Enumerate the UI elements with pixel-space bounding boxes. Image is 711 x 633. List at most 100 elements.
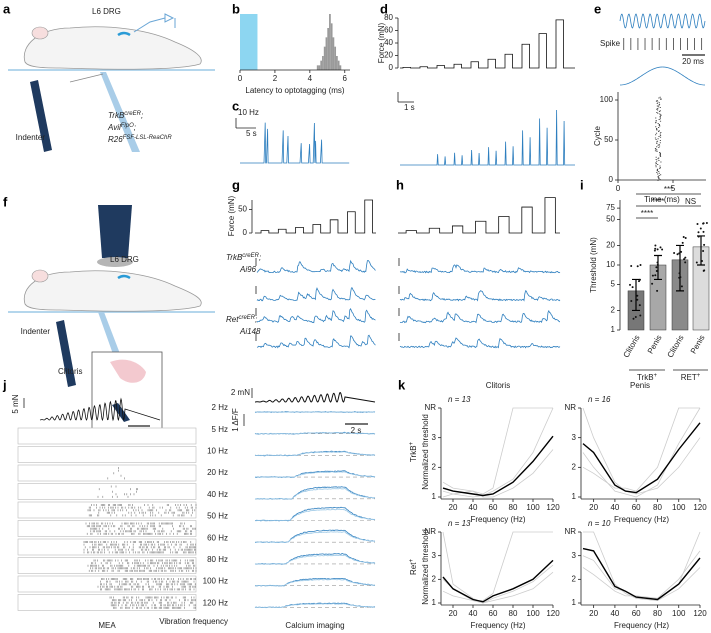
raster-dot <box>658 124 660 125</box>
series-line <box>582 547 701 601</box>
raster-dot <box>658 136 660 137</box>
hist-bar <box>325 37 328 70</box>
column-title: Clitoris <box>486 381 510 390</box>
frequency-label: 2 Hz <box>212 403 228 412</box>
text-part: TrkB <box>226 253 243 262</box>
axis-title: MEA <box>98 621 116 630</box>
raster-dot <box>655 156 657 158</box>
raster-dot <box>658 145 661 147</box>
vibration-wave <box>619 13 706 29</box>
series-line <box>442 531 554 604</box>
data-dot <box>655 270 658 272</box>
x-tick-label: 5 <box>671 184 676 193</box>
data-dot <box>680 250 683 253</box>
frequency-label: 40 Hz <box>207 490 228 499</box>
x-tick-label: 40 <box>469 609 478 618</box>
series-line <box>582 531 701 602</box>
significance-label: **** <box>652 197 664 206</box>
clitoris-label: Clitoris <box>58 367 82 376</box>
calcium-trace <box>399 337 561 349</box>
force-trace <box>400 19 575 69</box>
raster-dot <box>657 176 659 177</box>
raster-dot <box>657 123 659 124</box>
raster-dot <box>656 160 658 162</box>
raster-dot <box>657 108 659 109</box>
y-tick-label: NR <box>564 403 576 412</box>
raster-dot <box>658 127 660 128</box>
row-label: TrkB+ <box>409 441 419 462</box>
calcium-trace <box>255 578 376 587</box>
y-tick-label: 1 <box>611 325 616 334</box>
raster-dot <box>655 132 658 134</box>
drg-label: L6 DRG <box>92 7 121 16</box>
raster-dot <box>658 119 660 120</box>
hist-bar <box>336 56 338 70</box>
n-label: n = 10 <box>588 519 611 528</box>
raster-dot <box>658 131 660 132</box>
significance-label: NS <box>685 197 696 206</box>
data-dot <box>638 280 640 283</box>
raster-dot <box>657 158 659 160</box>
raster-dot <box>659 96 661 98</box>
mea-row <box>17 427 197 445</box>
data-dot <box>695 261 698 264</box>
frequency-label: 10 Hz <box>207 447 228 456</box>
panel-letter: h <box>396 177 404 192</box>
x-tick-label: 80 <box>509 609 518 618</box>
text-part: R26 <box>108 135 123 144</box>
indenter-label: Indenter <box>16 133 46 142</box>
y-tick-label: NR <box>424 403 436 412</box>
hist-bar <box>318 65 321 70</box>
cycle-wave <box>619 66 706 86</box>
text-part: ; <box>141 111 143 120</box>
force-trace <box>255 392 376 403</box>
data-dot <box>651 282 654 285</box>
data-dot <box>639 314 642 317</box>
calcium-trace <box>256 307 376 324</box>
y-tick-label: 75 <box>606 203 615 212</box>
hist-bar <box>329 14 331 70</box>
frequency-label: 100 Hz <box>203 577 228 586</box>
series-line <box>442 531 553 601</box>
y-tick-label: 1 <box>572 492 577 501</box>
raster-dot <box>660 174 662 176</box>
x-tick-label: 4 <box>308 74 313 83</box>
text-part: ; <box>259 253 261 262</box>
data-dot <box>679 276 682 279</box>
raster-dot <box>659 142 661 144</box>
raster-dot <box>656 129 658 131</box>
raster-dot <box>660 114 662 116</box>
scale-label: 1 s <box>404 103 415 112</box>
text-part: TrkB <box>409 445 418 462</box>
raster-dot <box>656 112 658 113</box>
text-part: ; <box>134 123 136 132</box>
genotype: TrkBcreER; <box>108 111 143 121</box>
series-line <box>582 407 701 498</box>
data-dot <box>639 264 642 266</box>
calcium-trace <box>254 553 376 565</box>
panel-letter: i <box>580 177 584 192</box>
y-tick-label: 0 <box>609 175 614 184</box>
data-dot <box>636 294 639 297</box>
mea-row <box>17 446 197 463</box>
raster-dot <box>655 100 658 102</box>
y-tick-label: 2 <box>611 306 616 315</box>
raster-dot <box>658 97 660 99</box>
raster-dot <box>657 101 659 103</box>
data-dot <box>661 248 664 251</box>
y-tick-label: 1 <box>432 598 437 607</box>
x-axis-label: Frequency (Hz) <box>614 621 669 630</box>
x-tick-label: 80 <box>653 503 662 512</box>
raster-dot <box>660 115 662 116</box>
raster-dot <box>659 120 662 122</box>
drg-label: L6 DRG <box>110 255 139 264</box>
y-tick-label: 1 <box>432 492 437 501</box>
scale-label: 10 Hz <box>238 108 259 117</box>
y-axis-label: Cycle <box>593 125 602 146</box>
genotype: RetcreER; <box>226 315 257 325</box>
panel-letter: e <box>594 1 601 16</box>
text-part: FlpO <box>121 123 134 129</box>
y-tick-label: NR <box>564 527 576 536</box>
raster-dot <box>658 124 660 126</box>
